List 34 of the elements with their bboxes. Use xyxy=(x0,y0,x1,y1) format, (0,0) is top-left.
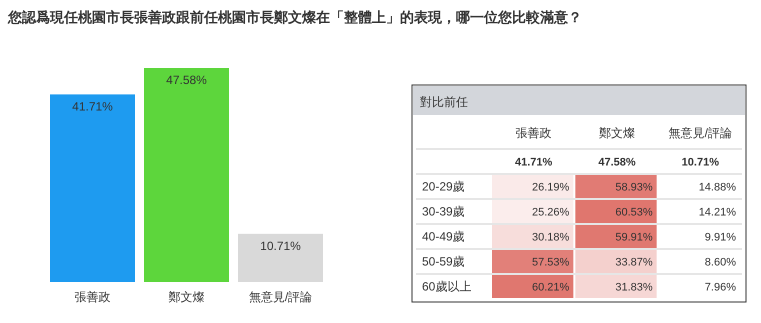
data-label: 31.83% xyxy=(615,282,653,294)
data-label: 33.87% xyxy=(615,256,653,268)
data-label: 7.96% xyxy=(704,282,736,294)
x-tick-label: 鄭文燦 xyxy=(168,290,204,304)
data-label: 60.53% xyxy=(615,206,653,218)
data-label: 25.26% xyxy=(532,206,570,218)
data-label: 57.53% xyxy=(532,256,570,268)
data-label: 14.88% xyxy=(698,182,736,194)
data-label: 10.71% xyxy=(260,238,302,253)
x-tick-label: 無意見/評論 xyxy=(668,126,732,140)
chart-title: 對比前任 xyxy=(420,95,468,109)
data-label: 60.21% xyxy=(532,282,570,294)
data-label: 41.71% xyxy=(515,156,553,168)
data-label: 58.93% xyxy=(615,182,653,194)
x-tick-label: 無意見/評論 xyxy=(248,290,312,304)
x-tick-label: 鄭文燦 xyxy=(599,126,635,140)
chart-title: 您認爲現任桃園市長張善政跟前任桃園市長鄭文燦在「整體上」的表現，哪一位您比較滿意？ xyxy=(7,9,582,25)
x-tick-label: 張善政 xyxy=(516,126,552,140)
data-label: 59.91% xyxy=(615,232,653,244)
data-label: 47.58% xyxy=(166,73,208,87)
y-tick-label: 20-29歲 xyxy=(422,180,465,194)
data-label: 8.60% xyxy=(704,256,736,268)
data-label: 9.91% xyxy=(704,232,736,244)
data-label: 10.71% xyxy=(682,156,720,168)
y-tick-label: 60歲以上 xyxy=(422,280,472,294)
data-label: 41.71% xyxy=(72,99,114,114)
y-tick-label: 40-49歲 xyxy=(422,230,465,244)
data-label: 30.18% xyxy=(532,232,570,244)
data-label: 26.19% xyxy=(532,182,570,194)
y-tick-label: 30-39歲 xyxy=(422,204,465,218)
x-tick-label: 張善政 xyxy=(74,290,110,304)
data-label: 14.21% xyxy=(698,206,736,218)
data-label: 47.58% xyxy=(598,156,636,168)
y-tick-label: 50-59歲 xyxy=(422,254,465,268)
